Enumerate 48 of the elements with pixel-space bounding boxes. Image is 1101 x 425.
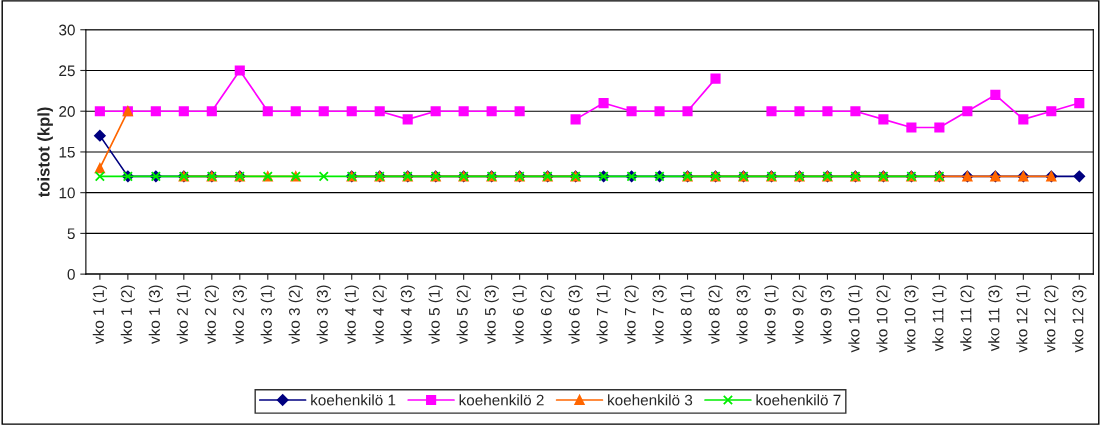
x-tick-label: vko 4 (2) bbox=[372, 285, 387, 344]
x-tick-label: vko 11 (3) bbox=[988, 285, 1003, 352]
x-tick-label: vko 4 (1) bbox=[344, 285, 359, 344]
x-tick-label: vko 3 (1) bbox=[260, 285, 275, 344]
x-tick-label: vko 4 (3) bbox=[400, 285, 415, 344]
x-tick-label: vko 6 (2) bbox=[540, 285, 555, 344]
y-tick-label: 30 bbox=[59, 24, 75, 36]
x-tick-label: vko 2 (3) bbox=[232, 285, 247, 344]
x-tick-label: vko 3 (3) bbox=[316, 285, 331, 344]
x-tick-label: vko 2 (2) bbox=[204, 285, 219, 344]
y-axis-title: toistot (kpl) bbox=[37, 107, 53, 198]
x-tick-label: vko 9 (2) bbox=[792, 285, 807, 344]
x-tick-label: vko 12 (1) bbox=[1016, 285, 1031, 353]
y-tick-label: 10 bbox=[59, 187, 75, 199]
x-tick-label: vko 9 (1) bbox=[764, 285, 779, 344]
y-tick-label: 5 bbox=[67, 228, 75, 240]
x-tick-label: vko 7 (2) bbox=[624, 285, 639, 344]
legend-label: koehenkilö 3 bbox=[608, 394, 693, 406]
x-tick-label: vko 11 (1) bbox=[932, 285, 947, 352]
x-tick-label: vko 12 (3) bbox=[1072, 285, 1087, 353]
y-tick-label: 0 bbox=[67, 268, 75, 280]
x-tick-label: vko 8 (3) bbox=[736, 285, 751, 344]
x-tick-label: vko 10 (1) bbox=[848, 285, 863, 353]
legend-label: koehenkilö 1 bbox=[311, 394, 396, 406]
x-tick-label: vko 8 (1) bbox=[680, 285, 695, 344]
x-tick-label: vko 10 (3) bbox=[904, 285, 919, 353]
legend-label: koehenkilö 7 bbox=[756, 394, 841, 406]
x-tick-label: vko 12 (2) bbox=[1044, 285, 1059, 353]
y-tick-label: 15 bbox=[59, 146, 75, 158]
x-tick-label: vko 8 (2) bbox=[708, 285, 723, 344]
x-tick-label: vko 7 (1) bbox=[596, 285, 611, 344]
x-tick-label: vko 5 (2) bbox=[456, 285, 471, 344]
x-tick-label: vko 5 (1) bbox=[428, 285, 443, 344]
x-tick-label: vko 7 (3) bbox=[652, 285, 667, 344]
y-tick-label: 25 bbox=[59, 65, 75, 77]
x-tick-label: vko 1 (3) bbox=[148, 285, 163, 344]
x-tick-label: vko 2 (1) bbox=[176, 285, 191, 344]
x-tick-label: vko 11 (2) bbox=[960, 285, 975, 352]
x-tick-label: vko 6 (3) bbox=[568, 285, 583, 344]
x-tick-label: vko 1 (1) bbox=[92, 285, 107, 344]
x-tick-label: vko 5 (3) bbox=[484, 285, 499, 344]
x-tick-label: vko 9 (3) bbox=[820, 285, 835, 344]
legend-label: koehenkilö 2 bbox=[459, 394, 544, 406]
x-tick-label: vko 3 (2) bbox=[288, 285, 303, 344]
x-tick-label: vko 6 (1) bbox=[512, 285, 527, 344]
y-tick-label: 20 bbox=[59, 106, 75, 117]
x-tick-label: vko 10 (2) bbox=[876, 285, 891, 353]
x-tick-label: vko 1 (2) bbox=[120, 285, 135, 344]
